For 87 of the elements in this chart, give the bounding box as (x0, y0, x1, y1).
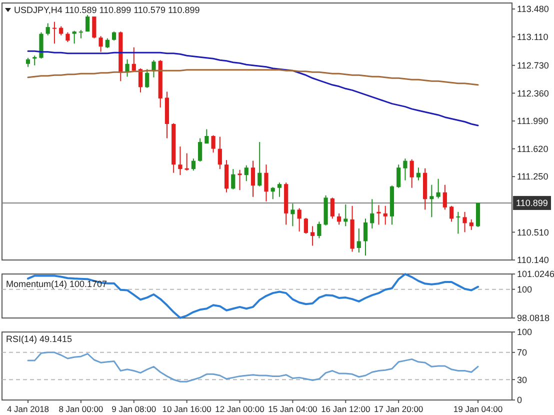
candlestick (363, 218, 368, 256)
candlestick (410, 158, 414, 188)
y-tick-label: 98.0818 (517, 313, 550, 324)
candlestick (456, 211, 460, 234)
y-tick-label: 100 (517, 327, 532, 338)
y-tick-label: 111.620 (517, 144, 548, 154)
candlestick (59, 26, 64, 36)
y-tick-label: 112.730 (517, 60, 549, 71)
candlestick (264, 164, 268, 202)
x-tick-label: 16 Jan 12:00 (321, 404, 370, 414)
y-tick-label: 113.110 (517, 32, 548, 42)
candlestick (112, 31, 116, 42)
candlestick (145, 68, 150, 88)
candlestick (26, 57, 30, 68)
y-tick-label: 100 (517, 284, 532, 294)
candlestick (344, 204, 348, 227)
x-tick-label: 17 Jan 20:00 (374, 404, 424, 414)
candlestick (258, 142, 262, 187)
x-tick-label: 4 Jan 2018 (6, 404, 50, 414)
candlestick (436, 178, 440, 199)
candlestick (416, 167, 420, 181)
candlestick (244, 164, 248, 182)
candlestick (191, 158, 196, 172)
candlestick (92, 16, 96, 39)
candlestick (396, 164, 401, 188)
candlestick (211, 134, 216, 154)
candlestick (218, 136, 222, 170)
candlestick (132, 46, 136, 72)
y-tick-label: 70 (517, 348, 528, 358)
candlestick (46, 22, 50, 36)
candlestick (72, 30, 76, 44)
x-tick-label: 9 Jan 08:00 (112, 404, 156, 414)
x-tick-label: 12 Jan 00:00 (215, 404, 265, 414)
y-tick-label: 113.480 (517, 4, 549, 14)
candlestick (462, 211, 467, 233)
candlestick (277, 182, 282, 198)
candlestick (178, 146, 182, 176)
y-tick-label: 30 (517, 374, 528, 385)
x-tick-label: 15 Jan 04:00 (268, 404, 318, 414)
y-tick-label: 111.990 (517, 116, 548, 126)
candlestick (250, 160, 256, 198)
line-series (27, 50, 479, 126)
chart-title: RSI(14) 49.1415 (6, 334, 72, 344)
candlestick (370, 198, 374, 229)
candlestick (66, 32, 70, 43)
candlestick (184, 152, 189, 172)
ref-line-label: 110.899 (516, 198, 548, 208)
x-tick-label: 10 Jan 16:00 (162, 404, 212, 414)
candlestick (105, 38, 110, 49)
candlestick (231, 168, 236, 190)
candlestick (403, 158, 408, 181)
candlestick (430, 184, 434, 218)
candlestick (198, 138, 202, 162)
candlestick (204, 128, 209, 144)
candlestick (376, 204, 381, 226)
y-tick-label: 111.250 (517, 172, 548, 182)
candlestick (238, 169, 242, 191)
candlestick (125, 58, 130, 78)
x-tick-label: 8 Jan 00:00 (58, 404, 104, 414)
candlestick (290, 203, 295, 227)
candlestick (330, 197, 334, 220)
y-tick-label: 110.140 (517, 255, 549, 266)
candlestick (32, 55, 37, 66)
y-tick-label: 112.360 (517, 88, 549, 98)
candlestick (78, 30, 83, 39)
candlestick (317, 221, 322, 239)
y-tick-label: 101.0246 (517, 269, 554, 280)
y-tick-label: 110.510 (517, 227, 549, 238)
candlestick (86, 14, 90, 32)
line-series (27, 352, 479, 382)
candlestick (297, 208, 302, 232)
chart-title: USDJPY,H4 110.589 110.899 110.579 110.899 (14, 5, 200, 15)
text: Momentum(14) 100.1707 (6, 279, 108, 289)
candlestick (449, 205, 454, 222)
candlestick (310, 226, 315, 246)
candlestick (336, 212, 342, 226)
candlestick (469, 218, 474, 230)
candlestick (442, 184, 447, 210)
candlestick (356, 228, 361, 253)
candlestick (52, 21, 57, 44)
candlestick (476, 202, 480, 228)
candlestick (383, 205, 388, 226)
y-tick-label: 0 (517, 395, 522, 406)
candlestick (304, 217, 308, 234)
candlestick (98, 36, 103, 52)
candlestick (270, 186, 275, 200)
x-tick-label: 19 Jan 04:00 (453, 404, 503, 414)
